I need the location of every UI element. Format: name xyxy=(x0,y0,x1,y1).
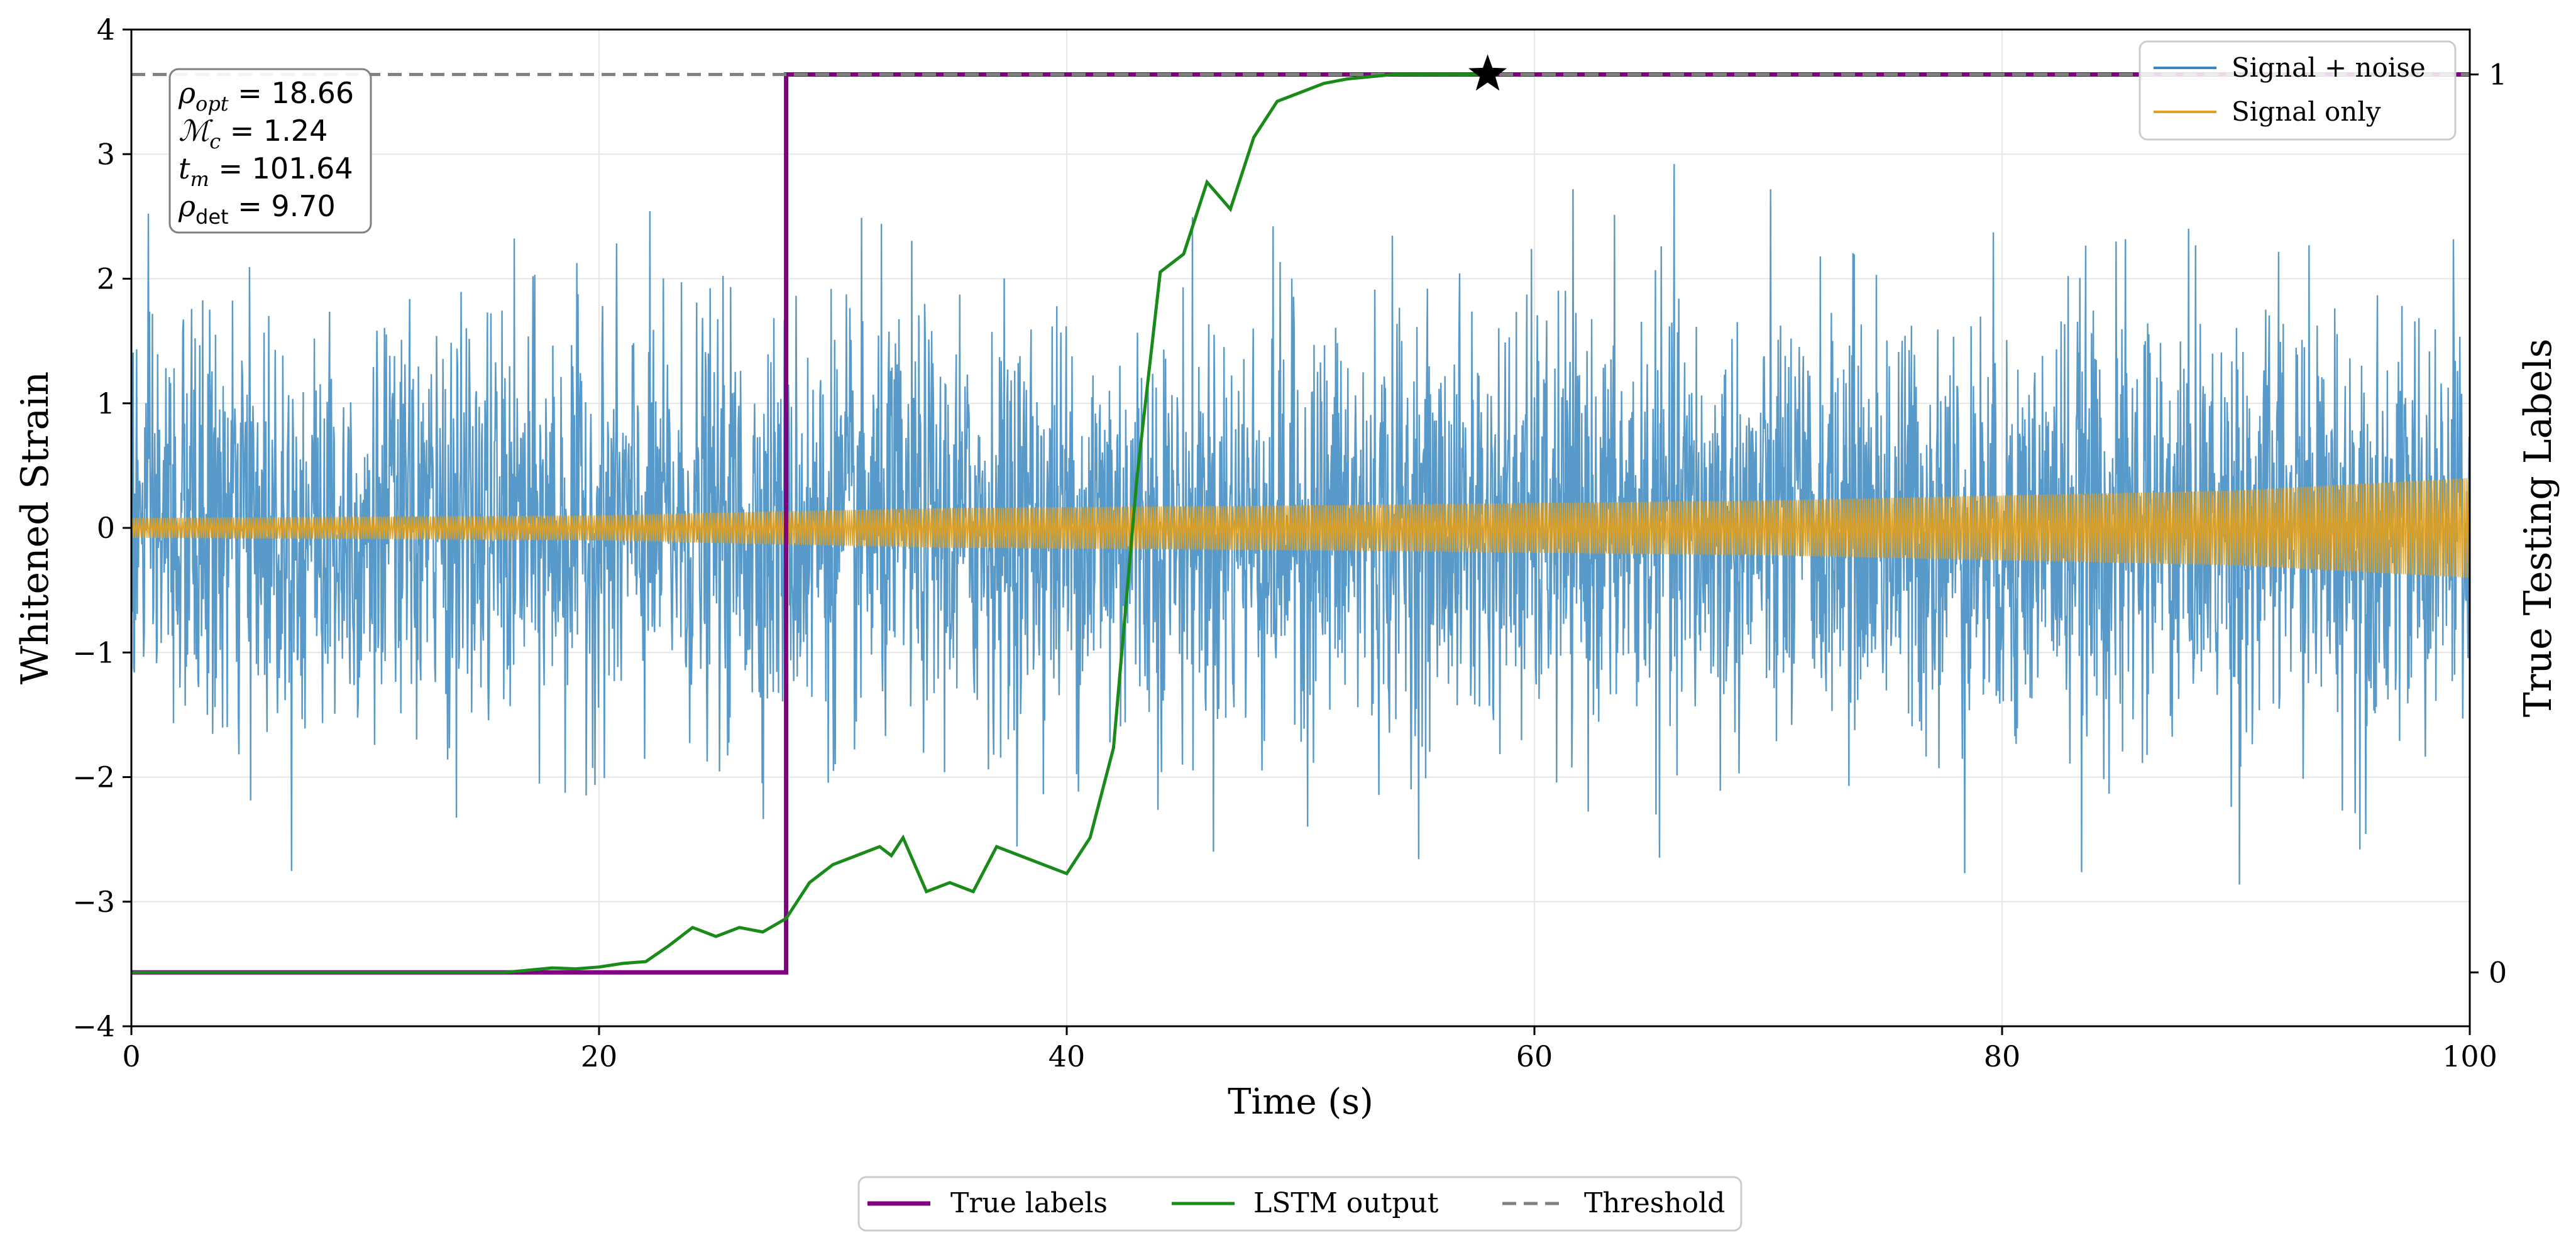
param-rho-det: ρdet = 9.70 xyxy=(178,189,336,229)
signal-plus-noise-line xyxy=(131,163,2470,885)
param-chirp-mass-value: 1.24 xyxy=(263,114,328,148)
y-tick-label: 1 xyxy=(97,387,115,420)
parameter-box: ρopt = 18.66 ℳc = 1.24 tm = 101.64 ρdet … xyxy=(168,68,372,234)
legend-label-signal-only: Signal only xyxy=(2232,96,2381,127)
x-axis-label: Time (s) xyxy=(1228,1082,1373,1122)
param-t-m-value: 101.64 xyxy=(252,151,353,185)
legend-label-true-labels: True labels xyxy=(950,1187,1108,1219)
x-tick-label: 100 xyxy=(2442,1039,2497,1073)
signal-only-band xyxy=(131,478,2470,578)
legend-upper: Signal + noise Signal only xyxy=(2138,40,2457,141)
right-axis-ticks: 01 xyxy=(2470,57,2507,989)
x-tick-label: 0 xyxy=(122,1039,140,1073)
x-tick-label: 60 xyxy=(1516,1039,1553,1073)
y-axis-label: Whitened Strain xyxy=(13,371,57,684)
y-tick-label: 3 xyxy=(97,137,115,171)
x-tick-label: 20 xyxy=(581,1039,618,1073)
right-tick-label: 0 xyxy=(2489,955,2507,989)
y-tick-label: −4 xyxy=(72,1009,115,1043)
x-tick-label: 80 xyxy=(1984,1039,2021,1073)
legend-lower: True labels LSTM output Threshold xyxy=(857,1176,1742,1232)
lstm-output-line xyxy=(131,72,1488,974)
plot-area xyxy=(131,54,2470,975)
right-tick-label: 1 xyxy=(2489,57,2507,91)
legend-label-lstm-output: LSTM output xyxy=(1253,1187,1439,1219)
x-tick-label: 40 xyxy=(1049,1039,1086,1073)
param-chirp-mass: ℳc = 1.24 xyxy=(179,114,328,153)
param-t-m: tm = 101.64 xyxy=(179,151,353,191)
param-rho-det-value: 9.70 xyxy=(271,189,335,223)
right-axis-label: True Testing Labels xyxy=(2516,339,2560,718)
legend-label-threshold: Threshold xyxy=(1584,1187,1725,1219)
legend-lower-frame xyxy=(857,1176,1742,1232)
detection-star-marker xyxy=(1468,54,1507,91)
y-tick-label: −3 xyxy=(72,885,115,919)
y-tick-label: 4 xyxy=(97,13,115,47)
param-rho-opt: ρopt = 18.66 xyxy=(178,76,354,116)
parameter-box-frame xyxy=(168,68,372,234)
legend-upper-frame xyxy=(2138,40,2457,141)
y-tick-label: 0 xyxy=(97,511,115,545)
y-tick-label: −2 xyxy=(72,760,115,794)
y-axis-ticks: −4 −3 −2 −1 0 1 2 3 4 xyxy=(72,13,131,1043)
x-axis-ticks: 0 20 40 60 80 100 xyxy=(122,1026,2497,1073)
param-rho-opt-value: 18.66 xyxy=(271,76,354,110)
y-tick-label: −1 xyxy=(72,635,115,669)
y-tick-label: 2 xyxy=(97,262,115,296)
legend-label-signal-noise: Signal + noise xyxy=(2232,52,2426,83)
